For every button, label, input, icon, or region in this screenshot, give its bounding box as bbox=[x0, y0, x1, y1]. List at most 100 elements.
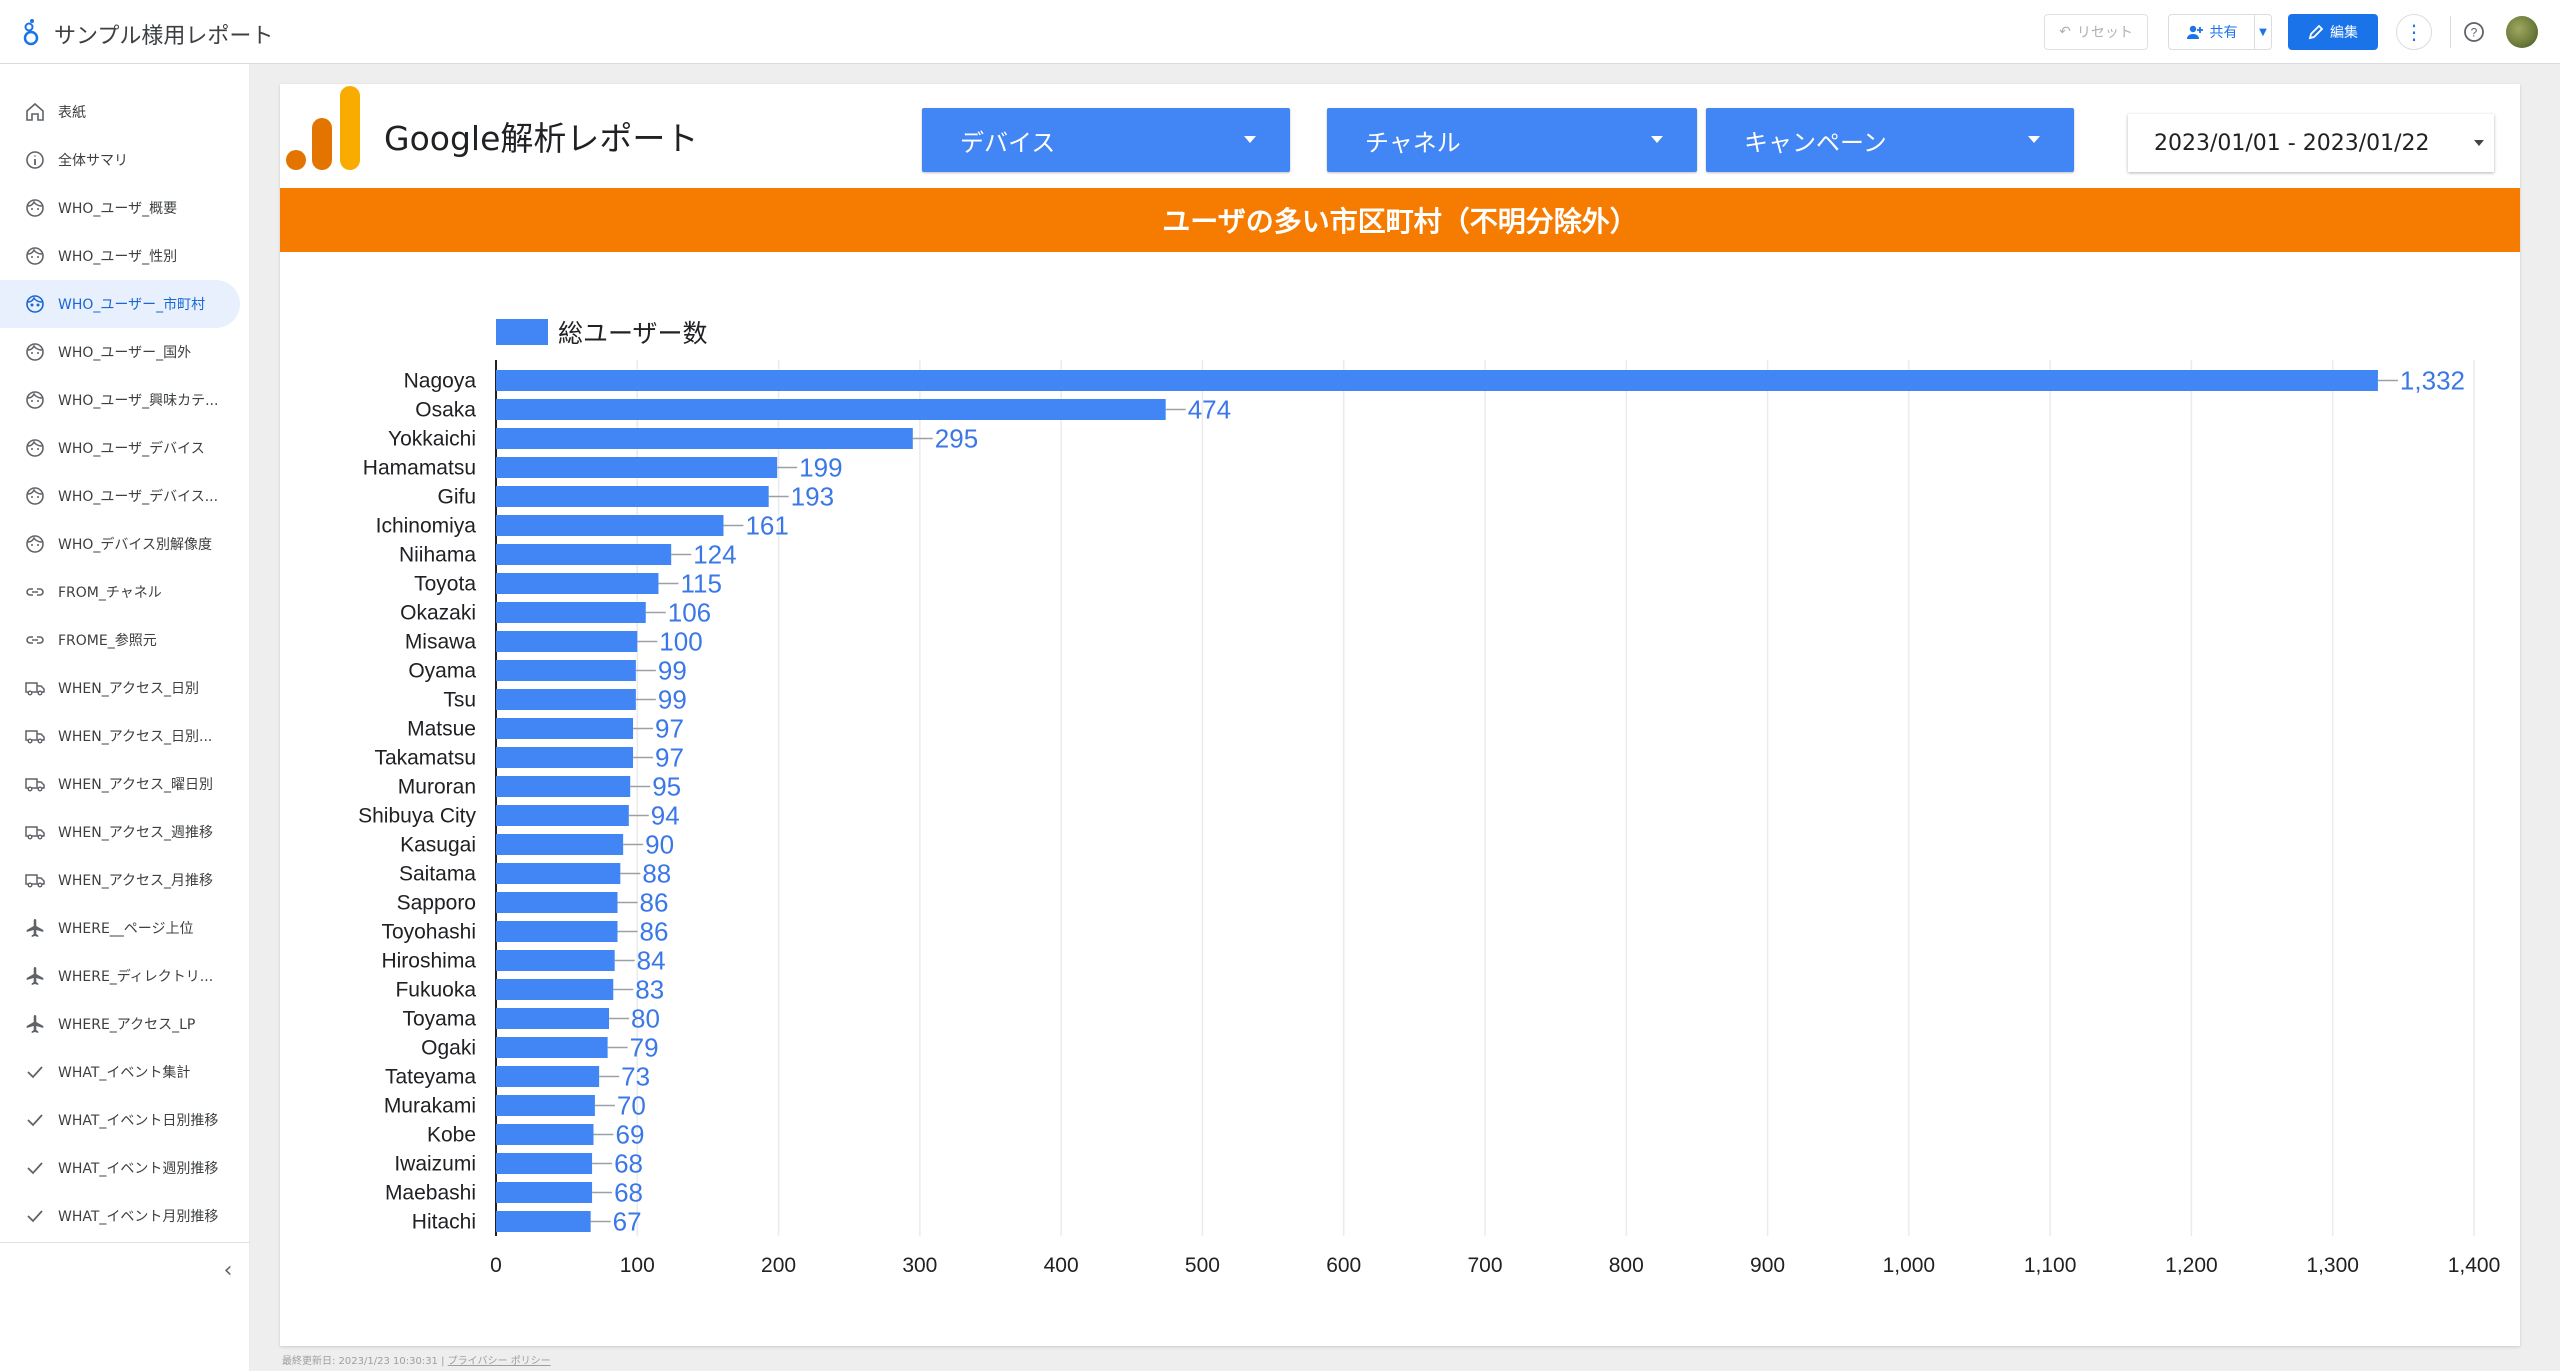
sidebar-item[interactable]: WHAT_イベント月別推移 bbox=[0, 1192, 250, 1240]
sidebar-item[interactable]: WHAT_イベント集計 bbox=[0, 1048, 250, 1096]
share-button[interactable]: 共有 bbox=[2168, 14, 2254, 50]
data-label: 295 bbox=[935, 424, 978, 454]
sidebar-item[interactable]: WHAT_イベント週別推移 bbox=[0, 1144, 250, 1192]
x-tick-label: 1,300 bbox=[2306, 1254, 2359, 1277]
y-category-label: Murakami bbox=[384, 1095, 476, 1118]
sidebar-item[interactable]: WHO_ユーザ_興味カテ... bbox=[0, 376, 250, 424]
sidebar-item[interactable]: WHERE_アクセス_LP bbox=[0, 1000, 250, 1048]
looker-studio-logo-icon[interactable] bbox=[20, 18, 42, 46]
data-label: 94 bbox=[651, 801, 680, 831]
sidebar-item[interactable]: WHAT_イベント日別推移 bbox=[0, 1096, 250, 1144]
reset-button[interactable]: ↶ リセット bbox=[2044, 14, 2148, 50]
data-label: 90 bbox=[645, 830, 674, 860]
data-label: 199 bbox=[799, 453, 842, 483]
sidebar-item[interactable]: 全体サマリ bbox=[0, 136, 250, 184]
report-page bbox=[280, 84, 2520, 1346]
data-label: 68 bbox=[614, 1178, 643, 1208]
bar bbox=[496, 1182, 593, 1203]
sidebar-item[interactable]: WHERE_ディレクトリ... bbox=[0, 952, 250, 1000]
sidebar-item-label: 全体サマリ bbox=[58, 153, 128, 169]
sidebar-item-label: WHEN_アクセス_曜日別 bbox=[58, 777, 213, 793]
sidebar-item[interactable]: WHO_ユーザ_デバイス... bbox=[0, 472, 250, 520]
channel-filter-dropdown[interactable]: チャネル bbox=[1327, 108, 1697, 172]
airplane-icon bbox=[24, 1013, 46, 1035]
chart-legend: 総ユーザー数 bbox=[496, 314, 708, 350]
google-analytics-logo-icon bbox=[286, 86, 360, 170]
sidebar-item[interactable]: WHO_ユーザー_国外 bbox=[0, 328, 250, 376]
caret-down-icon bbox=[1244, 136, 1256, 143]
add-person-icon bbox=[2186, 25, 2203, 39]
sidebar-item[interactable]: WHO_デバイス別解像度 bbox=[0, 520, 250, 568]
y-category-label: Hamamatsu bbox=[363, 457, 476, 480]
sidebar-item[interactable]: FROME_参照元 bbox=[0, 616, 250, 664]
home-icon bbox=[24, 101, 46, 123]
sidebar-item[interactable]: WHO_ユーザ_概要 bbox=[0, 184, 250, 232]
sidebar-item[interactable]: FROM_チャネル bbox=[0, 568, 250, 616]
face-icon bbox=[24, 437, 46, 459]
bar bbox=[496, 689, 636, 710]
edit-button[interactable]: 編集 bbox=[2288, 14, 2378, 50]
campaign-filter-dropdown[interactable]: キャンペーン bbox=[1706, 108, 2074, 172]
sidebar-item-label: WHERE_アクセス_LP bbox=[58, 1017, 196, 1033]
y-category-label: Tsu bbox=[443, 689, 476, 712]
x-tick-label: 1,200 bbox=[2165, 1254, 2218, 1277]
help-icon[interactable]: ? bbox=[2462, 20, 2486, 44]
sidebar-item[interactable]: WHEN_アクセス_月推移 bbox=[0, 856, 250, 904]
device-filter-dropdown[interactable]: デバイス bbox=[922, 108, 1290, 172]
sidebar-item[interactable]: WHO_ユーザ_デバイス bbox=[0, 424, 250, 472]
chart-section-title: ユーザの多い市区町村（不明分除外） bbox=[1162, 205, 1638, 238]
y-category-label: Niihama bbox=[399, 544, 476, 567]
bar bbox=[496, 515, 724, 536]
check-icon bbox=[24, 1157, 46, 1179]
bar bbox=[496, 1095, 595, 1116]
sidebar-item[interactable]: 表紙 bbox=[0, 88, 250, 136]
bar bbox=[496, 1153, 593, 1174]
sidebar-item-label: WHO_ユーザ_興味カテ... bbox=[58, 393, 219, 409]
y-category-label: Sapporo bbox=[397, 892, 476, 915]
face-icon bbox=[24, 341, 46, 363]
y-category-label: Maebashi bbox=[385, 1182, 476, 1205]
privacy-policy-link[interactable]: プライバシー ポリシー bbox=[447, 1356, 551, 1367]
y-category-label: Okazaki bbox=[400, 602, 476, 625]
bar bbox=[496, 921, 618, 942]
x-tick-label: 1,400 bbox=[2448, 1254, 2501, 1277]
y-category-label: Hiroshima bbox=[381, 950, 476, 973]
bar bbox=[496, 370, 2378, 391]
face-icon bbox=[24, 485, 46, 507]
sidebar-item[interactable]: WHO_ユーザ_性別 bbox=[0, 232, 250, 280]
data-label: 68 bbox=[614, 1149, 643, 1179]
sidebar-item[interactable]: WHO_ユーザー_市町村 bbox=[0, 280, 240, 328]
sidebar-item[interactable]: WHEN_アクセス_週推移 bbox=[0, 808, 250, 856]
sidebar-item[interactable]: WHEN_アクセス_日別 bbox=[0, 664, 250, 712]
x-tick-label: 400 bbox=[1044, 1254, 1079, 1277]
svg-text:?: ? bbox=[2471, 26, 2478, 40]
y-category-label: Fukuoka bbox=[395, 979, 476, 1002]
share-dropdown-button[interactable]: ▼ bbox=[2254, 14, 2272, 50]
data-label: 115 bbox=[680, 569, 721, 599]
bar bbox=[496, 399, 1166, 420]
data-label: 83 bbox=[635, 975, 664, 1005]
y-category-label: Yokkaichi bbox=[388, 428, 476, 451]
more-options-button[interactable]: ⋮ bbox=[2396, 14, 2432, 50]
sidebar-item[interactable]: WHERE__ページ上位 bbox=[0, 904, 250, 952]
y-category-label: Takamatsu bbox=[374, 747, 476, 770]
bar bbox=[496, 834, 624, 855]
sidebar-item-label: WHAT_イベント日別推移 bbox=[58, 1113, 219, 1129]
y-category-label: Osaka bbox=[415, 399, 476, 422]
truck-icon bbox=[24, 773, 46, 795]
sidebar-item[interactable]: WHEN_アクセス_日別... bbox=[0, 712, 250, 760]
bar bbox=[496, 660, 636, 681]
data-label: 1,332 bbox=[2400, 366, 2465, 396]
device-filter-label: デバイス bbox=[960, 128, 1056, 157]
collapse-sidebar-button[interactable]: ‹ bbox=[223, 1258, 233, 1283]
sidebar-item[interactable]: WHEN_アクセス_曜日別 bbox=[0, 760, 250, 808]
sidebar-divider bbox=[0, 1242, 250, 1243]
date-range-picker[interactable]: 2023/01/01 - 2023/01/22 bbox=[2128, 114, 2494, 172]
account-avatar[interactable] bbox=[2506, 16, 2538, 48]
sidebar-item-label: WHEN_アクセス_日別 bbox=[58, 681, 199, 697]
report-title: Google解析レポート bbox=[384, 119, 699, 158]
face-icon bbox=[24, 389, 46, 411]
data-label: 106 bbox=[668, 598, 711, 628]
y-category-label: Toyohashi bbox=[381, 921, 476, 944]
reset-button-label: リセット bbox=[2076, 25, 2133, 41]
